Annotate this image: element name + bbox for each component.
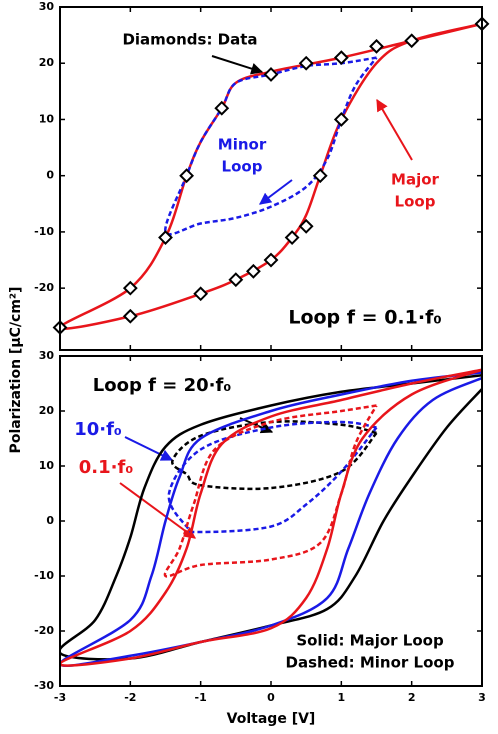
data-marker [228,272,244,288]
annotation: Loop [395,193,436,211]
curve [60,374,482,661]
arrows [119,55,413,539]
data-marker [333,50,349,66]
data-marker [298,55,314,71]
y-tick-label: 10 [39,112,55,125]
y-tick-label: 0 [46,514,54,527]
y-tick-label: -20 [34,624,54,637]
y-tick-label: 10 [39,459,55,472]
data-marker [312,168,328,184]
curve [164,56,378,236]
x-tick-label: -3 [54,691,66,704]
x-tick-label: 3 [478,691,486,704]
data-marker [246,263,261,279]
plot-frame [59,6,483,351]
y-tick-label: -30 [34,679,54,692]
arrow [211,55,264,75]
curve [171,420,378,491]
annotation: Loop [222,158,263,176]
y-tick-label: -10 [34,569,54,582]
data-marker [298,218,314,234]
data-marker [214,100,230,116]
x-tick-label: 0 [267,691,275,704]
x-axis-label: Voltage [V] [227,711,316,727]
y-tick-label: 30 [39,349,55,362]
arrow [376,98,413,161]
annotation: 10·f₀ [74,419,122,440]
y-tick-label: 20 [39,56,55,69]
y-tick-label: 0 [46,169,54,182]
data-marker [333,112,349,127]
curve [163,404,378,578]
annotation: Minor [218,136,267,154]
annotation: Loop f = 20·f₀ [93,375,232,396]
x-tick-label: -1 [195,691,207,704]
data-marker [263,67,279,82]
y-tick-label: 20 [39,404,55,417]
y-tick-label: 30 [39,0,55,13]
plot-frame [59,355,483,687]
y-tick-label: -10 [34,225,54,238]
annotation: Diamonds: Data [122,31,257,49]
arrow [124,436,174,461]
annotation: Dashed: Minor Loop [286,654,455,672]
data-marker [284,230,300,245]
annotation: Major [391,171,439,189]
data-marker [122,280,138,296]
data-marker [193,286,209,302]
x-tick-label: -2 [124,691,136,704]
curve [60,368,482,667]
y-axis-label: Polarization [μC/cm²] [8,287,24,454]
curve [60,22,482,330]
data-marker [369,38,384,54]
data-marker [263,252,279,268]
data-marker [404,33,420,49]
data-marker [179,168,195,184]
x-tick-label: 1 [338,691,346,704]
annotation: 0.1·f₀ [79,457,134,478]
x-tick-label: 2 [408,691,416,704]
data-marker [122,308,138,324]
data-marker [158,230,173,245]
arrow [119,482,196,539]
annotation: Loop f = 0.1·f₀ [288,307,441,329]
arrow [259,179,293,205]
y-tick-label: -20 [34,281,54,294]
annotation: Solid: Major Loop [296,632,444,650]
